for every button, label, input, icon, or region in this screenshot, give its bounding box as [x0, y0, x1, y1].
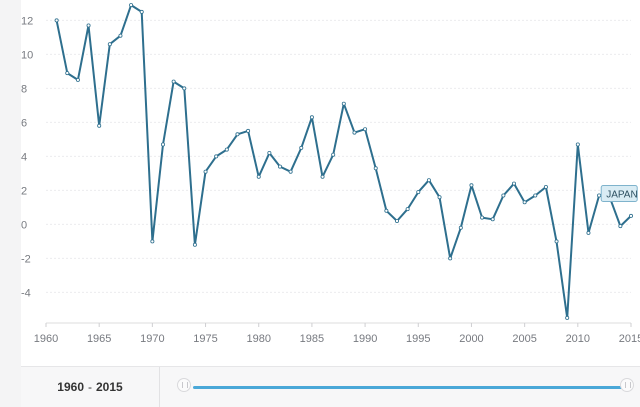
- data-point[interactable]: [586, 230, 591, 235]
- series-line[interactable]: [55, 4, 632, 319]
- data-point[interactable]: [458, 225, 463, 230]
- data-point[interactable]: [171, 79, 176, 84]
- data-point[interactable]: [86, 23, 91, 28]
- data-point[interactable]: [107, 42, 112, 47]
- data-point[interactable]: [256, 174, 261, 179]
- range-start: 1960: [57, 380, 84, 394]
- x-tick-label: 1995: [406, 333, 430, 345]
- range-separator: -: [88, 380, 92, 394]
- y-tick-label: 0: [21, 219, 27, 231]
- data-point[interactable]: [511, 181, 516, 186]
- data-point[interactable]: [469, 183, 474, 188]
- x-tick-label: 1985: [300, 333, 324, 345]
- y-tick-label: 4: [21, 151, 27, 163]
- range-end: 2015: [96, 380, 123, 394]
- data-point[interactable]: [192, 242, 197, 247]
- data-point[interactable]: [150, 239, 155, 244]
- data-point[interactable]: [533, 193, 538, 198]
- tooltip-box: [600, 185, 638, 202]
- x-tick-label: 2005: [512, 333, 536, 345]
- x-tick-label: 2015: [619, 333, 640, 345]
- data-point[interactable]: [54, 18, 59, 23]
- data-point[interactable]: [97, 123, 102, 128]
- data-point[interactable]: [405, 207, 410, 212]
- y-tick-label: -2: [21, 253, 31, 265]
- x-axis-ticks: 1960 1965 1970 1975 1980 1985 1990 1995 2000 2005…: [34, 322, 640, 345]
- grid-lines: [46, 19, 631, 293]
- y-axis-ticks: 12 10 8 6 4 2 0 -2 -4: [21, 15, 33, 299]
- x-tick-label: 2000: [459, 333, 483, 345]
- x-tick-label: 1960: [34, 333, 58, 345]
- data-point[interactable]: [543, 184, 548, 189]
- data-point[interactable]: [160, 142, 165, 147]
- chart-panel: 12 10 8 6 4 2 0 -2 -4 1960 1965 1970 1975 1980 1985 19…: [21, 0, 640, 366]
- x-tick-label: 1975: [193, 333, 217, 345]
- data-point[interactable]: [203, 169, 208, 174]
- data-point[interactable]: [363, 127, 368, 132]
- data-point[interactable]: [426, 178, 431, 183]
- y-tick-label: 10: [21, 49, 33, 61]
- data-point[interactable]: [224, 147, 229, 152]
- data-point[interactable]: [629, 213, 634, 218]
- data-point[interactable]: [490, 217, 495, 222]
- data-point[interactable]: [309, 115, 314, 120]
- data-point[interactable]: [214, 154, 219, 159]
- range-slider-start-handle[interactable]: [177, 378, 191, 392]
- data-point[interactable]: [618, 224, 623, 229]
- data-point[interactable]: [437, 195, 442, 200]
- x-tick-label: 2010: [566, 333, 590, 345]
- data-point[interactable]: [235, 132, 240, 137]
- data-point[interactable]: [118, 33, 123, 38]
- data-point[interactable]: [575, 142, 580, 147]
- x-tick-label: 1970: [140, 333, 164, 345]
- series-japan[interactable]: [54, 3, 634, 320]
- data-point[interactable]: [288, 169, 293, 174]
- data-point[interactable]: [320, 174, 325, 179]
- y-tick-label: -4: [21, 287, 31, 299]
- y-tick-label: 6: [21, 117, 27, 129]
- data-point[interactable]: [299, 145, 304, 150]
- range-selector-bar: 1960 - 2015: [21, 366, 640, 407]
- data-point[interactable]: [416, 190, 421, 195]
- data-point[interactable]: [129, 3, 134, 8]
- data-point[interactable]: [394, 218, 399, 223]
- data-point[interactable]: [522, 200, 527, 205]
- range-slider-end-handle[interactable]: [620, 378, 634, 392]
- data-point[interactable]: [277, 164, 282, 169]
- data-point[interactable]: [565, 315, 570, 320]
- data-point[interactable]: [75, 77, 80, 82]
- data-point[interactable]: [65, 71, 70, 76]
- data-point[interactable]: [384, 208, 389, 213]
- y-tick-label: 8: [21, 83, 27, 95]
- tooltip-label: JAPAN: [606, 190, 638, 201]
- data-point[interactable]: [554, 239, 559, 244]
- x-tick-label: 1965: [87, 333, 111, 345]
- data-point[interactable]: [480, 215, 485, 220]
- data-point[interactable]: [182, 86, 187, 91]
- data-point[interactable]: [373, 166, 378, 171]
- data-point[interactable]: [501, 193, 506, 198]
- data-point[interactable]: [597, 193, 602, 198]
- range-slider-track[interactable]: [193, 386, 633, 389]
- data-point[interactable]: [352, 130, 357, 135]
- data-point[interactable]: [246, 128, 251, 133]
- x-tick-label: 1980: [246, 333, 270, 345]
- series-tooltip: JAPAN: [600, 185, 638, 202]
- y-tick-label: 2: [21, 185, 27, 197]
- data-point[interactable]: [139, 9, 144, 14]
- date-range-display[interactable]: 1960 - 2015: [21, 367, 160, 407]
- data-point[interactable]: [267, 150, 272, 155]
- x-tick-label: 1990: [353, 333, 377, 345]
- data-point[interactable]: [331, 152, 336, 157]
- data-point[interactable]: [448, 256, 453, 261]
- y-tick-label: 12: [21, 15, 33, 27]
- data-point[interactable]: [341, 101, 346, 106]
